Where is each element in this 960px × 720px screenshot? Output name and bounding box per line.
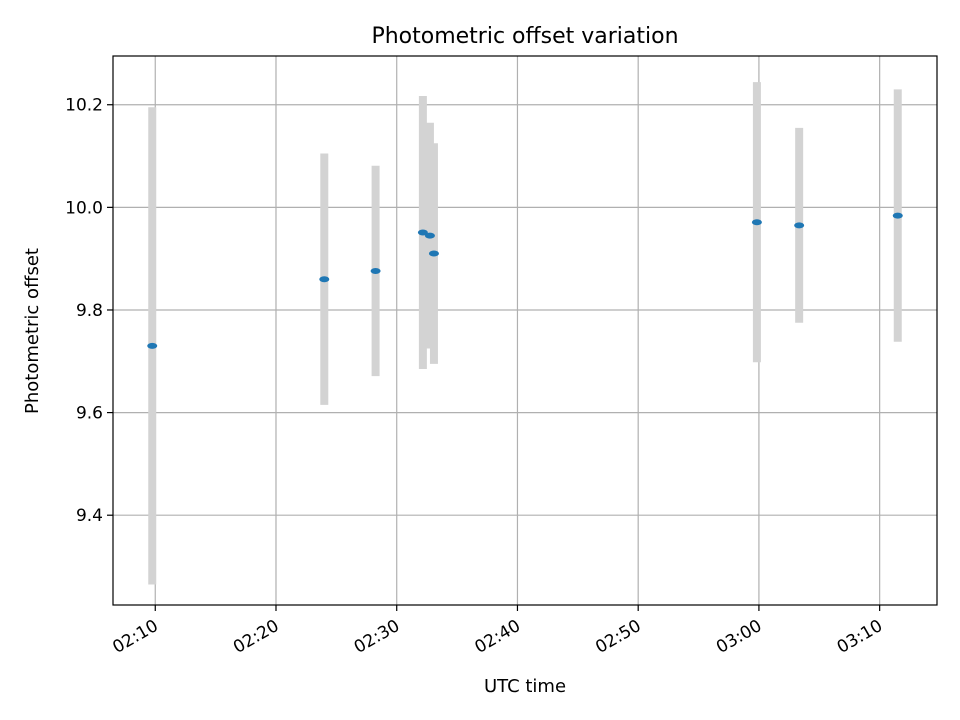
data-point — [319, 276, 330, 283]
data-point — [370, 267, 381, 274]
data-point — [751, 219, 762, 226]
y-tick-label: 10.0 — [65, 198, 103, 218]
data-point — [424, 232, 435, 239]
x-tick-label: 02:40 — [472, 616, 524, 658]
y-axis-label: Photometric offset — [22, 248, 43, 414]
y-tick-label: 9.6 — [76, 404, 103, 424]
x-tick-label: 02:10 — [109, 616, 161, 658]
chart-title: Photometric offset variation — [371, 24, 678, 49]
x-tick-label: 03:00 — [713, 616, 765, 658]
data-point — [794, 222, 805, 229]
x-tick-label: 02:30 — [351, 616, 403, 658]
data-points — [147, 212, 903, 349]
data-point — [417, 229, 428, 236]
x-tick-label: 02:20 — [230, 616, 282, 658]
x-tick-label: 03:10 — [834, 616, 886, 658]
plot-frame — [112, 55, 938, 606]
x-axis: 02:10 02:20 02:30 02:40 02:50 03:00 03:10 — [109, 605, 886, 658]
data-point — [892, 212, 903, 219]
grid — [113, 56, 937, 605]
y-tick-label: 10.2 — [65, 96, 103, 116]
y-axis: 9.4 9.6 9.8 10.0 10.2 — [65, 96, 113, 526]
x-axis-label: UTC time — [484, 676, 566, 697]
x-tick-label: 02:50 — [592, 616, 644, 658]
error-bars — [148, 82, 902, 585]
data-point — [147, 342, 158, 349]
y-tick-label: 9.4 — [76, 506, 103, 526]
y-tick-label: 9.8 — [76, 301, 103, 321]
data-point — [428, 250, 439, 257]
